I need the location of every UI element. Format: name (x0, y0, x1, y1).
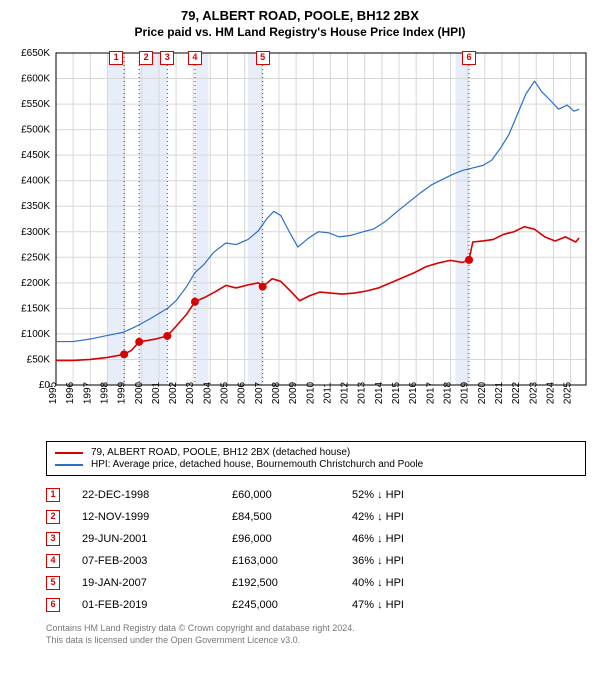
transaction-pct: 42% ↓ HPI (352, 511, 452, 523)
transaction-pct: 40% ↓ HPI (352, 577, 452, 589)
svg-text:£450K: £450K (21, 150, 50, 161)
legend: 79, ALBERT ROAD, POOLE, BH12 2BX (detach… (46, 441, 586, 476)
legend-label: 79, ALBERT ROAD, POOLE, BH12 2BX (detach… (91, 447, 350, 458)
transaction-date: 01-FEB-2019 (82, 599, 232, 611)
chart-area: £0£50K£100K£150K£200K£250K£300K£350K£400… (10, 45, 590, 435)
transaction-date: 29-JUN-2001 (82, 533, 232, 545)
legend-label: HPI: Average price, detached house, Bour… (91, 459, 423, 470)
price-chart: £0£50K£100K£150K£200K£250K£300K£350K£400… (10, 45, 590, 435)
transaction-row: 3 29-JUN-2001£96,00046% ↓ HPI (46, 528, 586, 550)
flag-box: 3 (160, 51, 174, 65)
transaction-date: 22-DEC-1998 (82, 489, 232, 501)
legend-swatch (55, 464, 83, 466)
transaction-pct: 47% ↓ HPI (352, 599, 452, 611)
transaction-row: 1 22-DEC-1998£60,00052% ↓ HPI (46, 484, 586, 506)
transaction-pct: 36% ↓ HPI (352, 555, 452, 567)
footer-line: Contains HM Land Registry data © Crown c… (46, 622, 586, 634)
transaction-row: 4 07-FEB-2003£163,00036% ↓ HPI (46, 550, 586, 572)
transaction-price: £192,500 (232, 577, 352, 589)
footer-line: This data is licensed under the Open Gov… (46, 634, 586, 646)
flag-box: 2 (139, 51, 153, 65)
transaction-row: 6 01-FEB-2019£245,00047% ↓ HPI (46, 594, 586, 616)
transaction-price: £96,000 (232, 533, 352, 545)
legend-item: 79, ALBERT ROAD, POOLE, BH12 2BX (detach… (55, 447, 577, 458)
transaction-index-box: 1 (46, 488, 60, 502)
svg-text:£150K: £150K (21, 303, 50, 314)
transactions-table: 1 22-DEC-1998£60,00052% ↓ HPI 2 12-NOV-1999… (46, 484, 586, 616)
transaction-price: £84,500 (232, 511, 352, 523)
legend-item: HPI: Average price, detached house, Bour… (55, 459, 577, 470)
svg-text:£600K: £600K (21, 74, 50, 85)
transaction-price: £245,000 (232, 599, 352, 611)
svg-text:£650K: £650K (21, 48, 50, 59)
svg-text:£200K: £200K (21, 278, 50, 289)
transaction-index-box: 4 (46, 554, 60, 568)
svg-text:£350K: £350K (21, 201, 50, 212)
flag-box: 5 (256, 51, 270, 65)
svg-text:£250K: £250K (21, 252, 50, 263)
transaction-index-box: 6 (46, 598, 60, 612)
transaction-date: 19-JAN-2007 (82, 577, 232, 589)
legend-swatch (55, 452, 83, 454)
transaction-price: £60,000 (232, 489, 352, 501)
transaction-pct: 46% ↓ HPI (352, 533, 452, 545)
footer: Contains HM Land Registry data © Crown c… (46, 622, 586, 646)
transaction-date: 12-NOV-1999 (82, 511, 232, 523)
transaction-price: £163,000 (232, 555, 352, 567)
svg-text:£50K: £50K (27, 354, 51, 365)
svg-text:£100K: £100K (21, 329, 50, 340)
transaction-index-box: 2 (46, 510, 60, 524)
transaction-index-box: 3 (46, 532, 60, 546)
page-title: 79, ALBERT ROAD, POOLE, BH12 2BX (10, 8, 590, 23)
svg-text:£300K: £300K (21, 227, 50, 238)
transaction-index-box: 5 (46, 576, 60, 590)
svg-text:£500K: £500K (21, 125, 50, 136)
flag-box: 4 (188, 51, 202, 65)
svg-text:£550K: £550K (21, 99, 50, 110)
transaction-row: 5 19-JAN-2007£192,50040% ↓ HPI (46, 572, 586, 594)
transaction-row: 2 12-NOV-1999£84,50042% ↓ HPI (46, 506, 586, 528)
transaction-date: 07-FEB-2003 (82, 555, 232, 567)
flag-box: 1 (109, 51, 123, 65)
page-subtitle: Price paid vs. HM Land Registry's House … (10, 25, 590, 39)
transaction-pct: 52% ↓ HPI (352, 489, 452, 501)
flag-box: 6 (462, 51, 476, 65)
svg-text:£400K: £400K (21, 176, 50, 187)
